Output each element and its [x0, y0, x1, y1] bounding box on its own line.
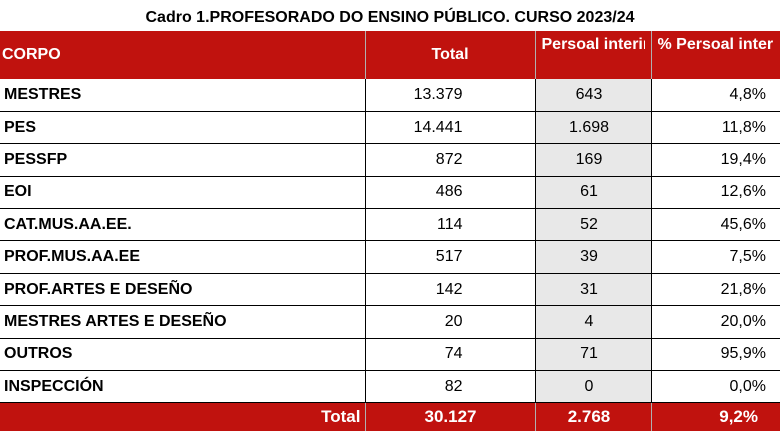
header-pct-persoal-interino: % Persoal interino — [651, 31, 780, 79]
total-row: Total 30.127 2.768 9,2% — [0, 402, 780, 431]
cell-corpo: PESSFP — [0, 143, 366, 177]
cell-total: 517 — [365, 240, 536, 274]
cell-persoal-interino: 52 — [535, 208, 652, 242]
cell-persoal-interino: 4 — [535, 305, 652, 339]
total-persoal-interino: 2.768 — [535, 402, 652, 431]
cell-pct-persoal-interino: 4,8% — [651, 79, 780, 112]
cell-total: 82 — [365, 370, 536, 404]
table-row: MESTRES 13.379 643 4,8% — [0, 79, 780, 112]
cell-pct-persoal-interino: 20,0% — [651, 305, 780, 339]
header-pct-persoal-interino-label: % Persoal interino — [657, 36, 775, 53]
table-row: PES 14.441 1.698 11,8% — [0, 111, 780, 145]
cell-corpo: CAT.MUS.AA.EE. — [0, 208, 366, 242]
cell-total: 13.379 — [365, 79, 536, 112]
table-row: INSPECCIÓN 82 0 0,0% — [0, 370, 780, 404]
table-row: PESSFP 872 169 19,4% — [0, 143, 780, 177]
table-header: CORPO Total Persoal interino % Persoal i… — [0, 31, 780, 79]
cell-persoal-interino: 61 — [535, 176, 652, 210]
cell-pct-persoal-interino: 45,6% — [651, 208, 780, 242]
table-row: MESTRES ARTES E DESEÑO 20 4 20,0% — [0, 305, 780, 339]
cell-total: 74 — [365, 338, 536, 372]
cell-persoal-interino: 169 — [535, 143, 652, 177]
cell-pct-persoal-interino: 0,0% — [651, 370, 780, 404]
cell-total: 872 — [365, 143, 536, 177]
cell-total: 14.441 — [365, 111, 536, 145]
cell-persoal-interino: 1.698 — [535, 111, 652, 145]
cell-total: 486 — [365, 176, 536, 210]
total-value: 30.127 — [365, 402, 536, 431]
cell-corpo: INSPECCIÓN — [0, 370, 366, 404]
table-title: Cadro 1.PROFESORADO DO ENSINO PÚBLICO. C… — [145, 9, 635, 26]
cell-total: 20 — [365, 305, 536, 339]
cell-persoal-interino: 643 — [535, 79, 652, 112]
cell-persoal-interino: 31 — [535, 273, 652, 307]
cell-pct-persoal-interino: 12,6% — [651, 176, 780, 210]
cell-total: 142 — [365, 273, 536, 307]
header-persoal-interino: Persoal interino — [535, 31, 652, 79]
cell-corpo: EOI — [0, 176, 366, 210]
cell-total: 114 — [365, 208, 536, 242]
cell-corpo: PROF.MUS.AA.EE — [0, 240, 366, 274]
cell-pct-persoal-interino: 95,9% — [651, 338, 780, 372]
table-row: PROF.ARTES E DESEÑO 142 31 21,8% — [0, 273, 780, 307]
cell-pct-persoal-interino: 21,8% — [651, 273, 780, 307]
table-row: OUTROS 74 71 95,9% — [0, 338, 780, 372]
cell-corpo: OUTROS — [0, 338, 366, 372]
cell-corpo: PES — [0, 111, 366, 145]
cell-persoal-interino: 39 — [535, 240, 652, 274]
table-body: MESTRES 13.379 643 4,8% PES 14.441 1.698 11,8% P… — [0, 79, 780, 404]
cell-pct-persoal-interino: 19,4% — [651, 143, 780, 177]
cell-persoal-interino: 71 — [535, 338, 652, 372]
total-pct: 9,2% — [651, 402, 780, 431]
header-row: CORPO Total Persoal interino % Persoal i… — [0, 31, 780, 79]
table-row: EOI 486 61 12,6% — [0, 176, 780, 210]
table-footer: Total 30.127 2.768 9,2% — [0, 402, 780, 431]
header-total: Total — [365, 31, 536, 79]
header-corpo: CORPO — [0, 31, 366, 79]
header-persoal-interino-label: Persoal interino — [541, 36, 645, 53]
table-row: CAT.MUS.AA.EE. 114 52 45,6% — [0, 208, 780, 242]
table-row: PROF.MUS.AA.EE 517 39 7,5% — [0, 240, 780, 274]
cell-pct-persoal-interino: 11,8% — [651, 111, 780, 145]
total-label: Total — [0, 402, 366, 431]
cell-persoal-interino: 0 — [535, 370, 652, 404]
cell-pct-persoal-interino: 7,5% — [651, 240, 780, 274]
cell-corpo: PROF.ARTES E DESEÑO — [0, 273, 366, 307]
profesorado-table: CORPO Total Persoal interino % Persoal i… — [0, 31, 780, 431]
cell-corpo: MESTRES — [0, 79, 366, 112]
cell-corpo: MESTRES ARTES E DESEÑO — [0, 305, 366, 339]
